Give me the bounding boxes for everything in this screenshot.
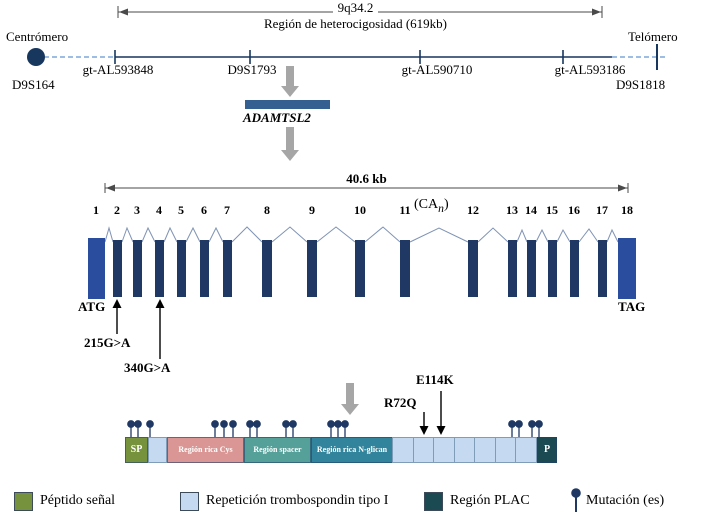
legend-plac-swatch <box>424 492 443 511</box>
marker-gt-al593848: gt-AL593848 <box>82 62 154 77</box>
mutation-340-label: 340G>A <box>124 360 171 375</box>
marker-d9s1793: D9S1793 <box>227 62 277 77</box>
domain-tsr-4 <box>433 437 455 463</box>
down-arrow-icon <box>281 127 299 161</box>
exon-number-1: 1 <box>93 203 99 217</box>
exon-18 <box>618 238 636 299</box>
marker-d9s1818: D9S1818 <box>616 77 666 92</box>
domain-tsr-5 <box>453 437 476 463</box>
mutation-lollipop-icons <box>127 420 543 437</box>
exon-number-18: 18 <box>621 203 633 217</box>
exon-6 <box>200 240 209 297</box>
exon-10 <box>355 240 365 297</box>
exon-14 <box>527 240 536 297</box>
centromere-icon <box>27 48 45 66</box>
exon-number-7: 7 <box>224 203 230 217</box>
exon-11 <box>400 240 410 297</box>
domain-spacer: Región spacer <box>244 437 311 463</box>
domain-plac: P <box>537 437 557 463</box>
centromere-label: Centrómero <box>6 29 69 44</box>
exon-number-4: 4 <box>156 203 162 217</box>
exon-number-17: 17 <box>596 203 608 217</box>
legend-lollipop-icon <box>571 488 581 512</box>
exon-number-8: 8 <box>264 203 270 217</box>
adamtsl2-gene-bar <box>245 100 330 109</box>
legend-tsr-swatch <box>180 492 199 511</box>
exon-13 <box>508 240 517 297</box>
domain-tsr-7 <box>494 437 517 463</box>
domain-tsr-repeats <box>392 437 538 463</box>
exon-number-10: 10 <box>354 203 366 217</box>
domain-nglican: Región rica N-glican <box>311 437 393 463</box>
down-arrow-icon <box>341 383 359 415</box>
gene-dimension-line <box>104 183 629 193</box>
exon-5 <box>177 240 186 297</box>
adamtsl2-gene-label: ADAMTSL2 <box>243 110 311 125</box>
ca-repeat-label: (CAn) <box>414 197 449 215</box>
legend-tsr-label: Repetición trombospondin tipo I <box>206 493 389 508</box>
exon-4 <box>155 240 164 297</box>
exon-number-6: 6 <box>201 203 207 217</box>
start-codon-label: ATG <box>78 299 106 314</box>
exon-number-12: 12 <box>467 203 479 217</box>
mutation-arrow-340 <box>155 299 165 359</box>
mutation-arrow-e114k <box>436 391 446 435</box>
exon-number-14: 14 <box>525 203 537 217</box>
exon-number-2: 2 <box>114 203 120 217</box>
heterozygosity-label: Región de heterocigosidad (619kb) <box>263 16 448 31</box>
telomere-label: Telómero <box>628 29 678 44</box>
exon-number-3: 3 <box>134 203 140 217</box>
domain-tsr-2 <box>392 437 414 463</box>
exon-number-13: 13 <box>506 203 518 217</box>
domain-cys-rich: Región rica Cys <box>167 437 244 463</box>
mutation-arrow-215 <box>112 299 122 334</box>
exon-number-15: 15 <box>546 203 558 217</box>
exon-17 <box>598 240 607 297</box>
chromosome-line <box>27 44 668 70</box>
mutation-e114k-label: E114K <box>416 372 454 387</box>
exon-number-9: 9 <box>309 203 315 217</box>
exon-3 <box>133 240 142 297</box>
band-label: 9q34.2 <box>0 0 711 15</box>
exon-number-5: 5 <box>178 203 184 217</box>
intron-lines <box>104 226 619 243</box>
legend-plac-label: Región PLAC <box>450 493 530 508</box>
domain-signal-peptide: SP <box>125 437 148 463</box>
domain-tsr-1 <box>148 437 167 463</box>
exon-9 <box>307 240 317 297</box>
marker-gt-al590710: gt-AL590710 <box>401 62 473 77</box>
stop-codon-label: TAG <box>618 299 646 314</box>
domain-tsr-8 <box>515 437 538 463</box>
marker-gt-al593186: gt-AL593186 <box>554 62 626 77</box>
legend-signal-label: Péptido señal <box>40 493 116 508</box>
marker-d9s164: D9S164 <box>12 77 55 92</box>
exon-number-16: 16 <box>568 203 580 217</box>
legend-signal-swatch <box>14 492 33 511</box>
exon-16 <box>570 240 579 297</box>
exon-number-11: 11 <box>399 203 411 217</box>
exon-2 <box>113 240 122 297</box>
mutation-215-label: 215G>A <box>84 335 131 350</box>
domain-tsr-3 <box>412 437 435 463</box>
exon-12 <box>468 240 478 297</box>
exon-8 <box>262 240 272 297</box>
gene-size-label: 40.6 kb <box>346 171 387 186</box>
exon-15 <box>548 240 557 297</box>
legend-mutation-label: Mutación (es) <box>586 493 665 508</box>
exon-1 <box>88 238 105 299</box>
mutation-r72q-label: R72Q <box>384 395 417 410</box>
mutation-arrow-r72q <box>419 412 429 435</box>
exon-7 <box>223 240 232 297</box>
domain-tsr-6 <box>474 437 496 463</box>
down-arrow-icon <box>281 66 299 97</box>
